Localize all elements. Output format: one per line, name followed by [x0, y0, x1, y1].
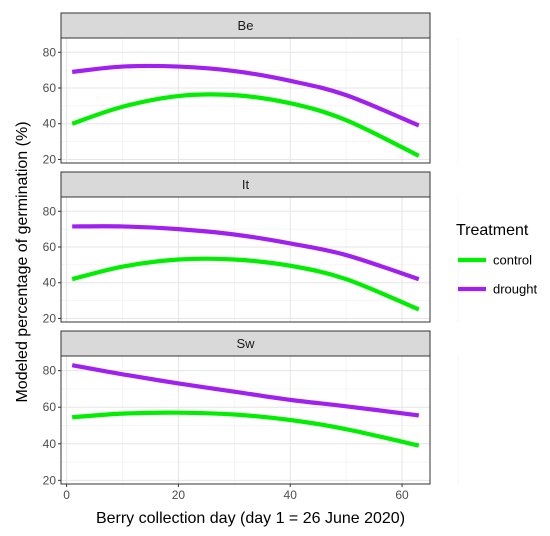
y-tick-label: 60: [43, 81, 57, 95]
series-line-drought: [71, 363, 420, 418]
y-tick-label: 20: [43, 152, 57, 166]
y-tick-label: 20: [43, 311, 57, 325]
facet-strip: [60, 171, 431, 198]
legend-title: Treatment: [456, 222, 529, 239]
legend-label-drought: drought: [493, 282, 537, 297]
y-tick-label: 80: [43, 364, 57, 378]
x-tick-label: 40: [284, 488, 298, 502]
panel-border: [60, 355, 431, 485]
series-line-control: [71, 256, 420, 312]
y-tick-label: 80: [43, 45, 57, 59]
x-tick-label: 60: [395, 488, 409, 502]
x-tick-label: 20: [172, 488, 186, 502]
y-tick-label: 20: [43, 473, 57, 487]
y-tick-label: 40: [43, 117, 57, 131]
facet-strip-label: Be: [238, 18, 254, 33]
y-tick-label: 40: [43, 437, 57, 451]
y-tick-label: 60: [43, 240, 57, 254]
y-tick-label: 60: [43, 400, 57, 414]
y-axis-title: Modeled percentage of germination (%): [14, 121, 31, 402]
panel-border: [60, 37, 431, 164]
series-line-drought: [71, 63, 420, 128]
panel-background: [61, 38, 430, 163]
series-line-control: [71, 92, 420, 158]
y-tick-label: 80: [43, 204, 57, 218]
facet-strip: [60, 12, 431, 39]
facet-strip: [60, 330, 431, 357]
series-line-drought: [72, 224, 420, 282]
x-tick-label: 0: [63, 488, 70, 502]
facet-strip-label: Sw: [236, 336, 255, 351]
series-line-control: [72, 410, 420, 448]
y-tick-label: 40: [43, 276, 57, 290]
facet-strip-label: It: [242, 177, 250, 192]
x-axis-title: Berry collection day (day 1 = 26 June 20…: [96, 510, 405, 527]
panel-border: [60, 196, 431, 323]
legend-label-control: control: [493, 253, 532, 268]
